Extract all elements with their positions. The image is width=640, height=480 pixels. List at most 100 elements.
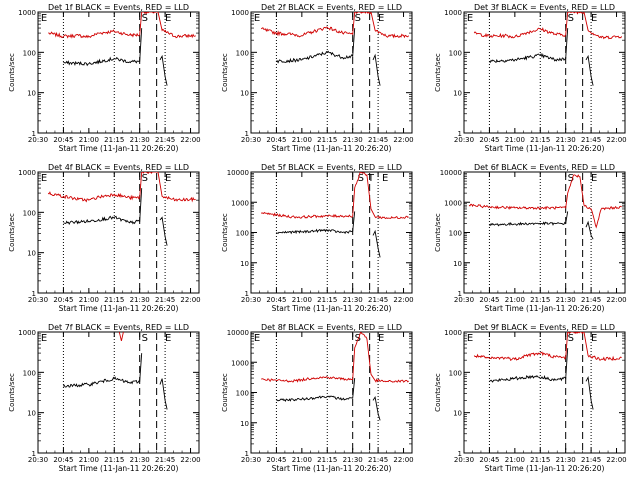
- y-axis-title: Counts/sec: [221, 373, 229, 412]
- lld-series-line: [260, 172, 409, 220]
- x-tick-label: 21:45: [368, 296, 388, 304]
- x-tick-label: 20:30: [28, 456, 48, 464]
- x-tick-label: 21:00: [505, 136, 525, 144]
- x-tick-label: 20:30: [241, 296, 261, 304]
- plot-frame: [250, 171, 413, 294]
- y-axis-title: Counts/sec: [434, 53, 442, 92]
- x-axis-title: Start Time (11-Jan-11 20:26:20): [59, 304, 179, 313]
- time-marker-letter: S: [142, 333, 148, 344]
- time-marker-letter: E: [467, 333, 473, 344]
- time-marker-letter: E: [165, 173, 171, 184]
- x-tick-label: 20:45: [266, 136, 286, 144]
- events-series-line: [63, 353, 168, 410]
- x-tick-label: 22:00: [180, 456, 200, 464]
- lld-series-line: [468, 174, 622, 229]
- x-axis-title: Start Time (11-Jan-11 20:26:20): [485, 464, 605, 473]
- y-tick-label: 10: [27, 410, 36, 418]
- x-tick-label: 21:00: [79, 456, 99, 464]
- x-tick-label: 20:30: [241, 456, 261, 464]
- plot-frame: [37, 11, 200, 134]
- time-marker-letter: E: [467, 13, 473, 24]
- y-axis-title: Counts/sec: [8, 213, 16, 252]
- time-marker-letter: E: [591, 333, 597, 344]
- lld-series-line: [118, 332, 124, 342]
- detector-panel: Det 5f BLACK = Events, RED = LLD 1 10 100 10…: [221, 163, 414, 313]
- time-marker-letter: T: [367, 173, 375, 184]
- detector-panel: Det 4f BLACK = Events, RED = LLD 1 10 100 10…: [8, 163, 201, 313]
- x-tick-label: 21:45: [581, 296, 601, 304]
- x-tick-label: 22:00: [606, 136, 626, 144]
- x-tick-label: 20:30: [454, 136, 474, 144]
- events-series-line: [276, 211, 381, 258]
- x-tick-label: 20:30: [28, 136, 48, 144]
- x-tick-label: 20:45: [266, 456, 286, 464]
- y-tick-label: 100: [23, 49, 36, 57]
- time-marker-letter: E: [165, 13, 171, 24]
- x-tick-label: 22:00: [606, 456, 626, 464]
- y-tick-label: 1: [32, 130, 36, 138]
- y-tick-label: 1000: [231, 9, 249, 17]
- panel-title: Det 2f BLACK = Events, RED = LLD: [261, 3, 402, 12]
- y-tick-label: 10: [453, 410, 462, 418]
- y-axis-title: Counts/sec: [221, 213, 229, 252]
- y-tick-label: 10: [240, 260, 249, 268]
- y-tick-label: 10: [27, 90, 36, 98]
- time-marker-letter: E: [254, 333, 260, 344]
- x-tick-label: 21:30: [130, 456, 150, 464]
- events-series-line: [63, 28, 168, 86]
- x-tick-label: 21:00: [79, 136, 99, 144]
- x-tick-label: 21:00: [79, 296, 99, 304]
- x-tick-label: 20:45: [53, 136, 73, 144]
- x-tick-label: 21:45: [155, 456, 175, 464]
- events-series-line: [276, 28, 381, 86]
- y-tick-label: 10: [240, 420, 249, 428]
- x-tick-label: 21:15: [530, 136, 550, 144]
- y-tick-label: 100: [236, 230, 249, 238]
- y-tick-label: 1: [458, 450, 462, 458]
- x-tick-label: 21:45: [581, 456, 601, 464]
- time-marker-letter: E: [378, 333, 384, 344]
- x-tick-label: 21:00: [292, 136, 312, 144]
- y-tick-label: 1: [245, 290, 249, 298]
- time-marker-letter: S: [355, 13, 361, 24]
- x-tick-label: 21:15: [317, 456, 337, 464]
- x-tick-label: 21:30: [343, 456, 363, 464]
- detector-panel: Det 6f BLACK = Events, RED = LLD 1 10 100 10…: [434, 163, 627, 313]
- plot-frame: [250, 331, 413, 454]
- x-tick-label: 22:00: [180, 136, 200, 144]
- y-axis-title: Counts/sec: [434, 213, 442, 252]
- x-tick-label: 20:45: [479, 136, 499, 144]
- panel-title: Det 3f BLACK = Events, RED = LLD: [474, 3, 615, 12]
- panel-title: Det 1f BLACK = Events, RED = LLD: [48, 3, 189, 12]
- time-marker-letter: E: [591, 13, 597, 24]
- events-series-line: [489, 348, 594, 410]
- x-tick-label: 22:00: [393, 136, 413, 144]
- y-tick-label: 1: [245, 450, 249, 458]
- events-series-line: [63, 188, 168, 246]
- panel-title: Det 8f BLACK = Events, RED = LLD: [261, 323, 402, 332]
- x-tick-label: 20:45: [53, 456, 73, 464]
- detector-panel: Det 2f BLACK = Events, RED = LLD 1 10 100 10…: [221, 3, 414, 153]
- y-tick-label: 1000: [18, 329, 36, 337]
- time-marker-letter: E: [254, 13, 260, 24]
- lld-series-line: [48, 12, 196, 39]
- events-series-line: [276, 378, 381, 421]
- detector-panel: Det 3f BLACK = Events, RED = LLD 1 10 100 10…: [434, 3, 627, 153]
- x-tick-label: 21:30: [556, 456, 576, 464]
- x-axis-title: Start Time (11-Jan-11 20:26:20): [272, 304, 392, 313]
- time-marker-letter: E: [165, 333, 171, 344]
- time-marker-letter: S: [358, 173, 364, 184]
- x-tick-label: 20:30: [28, 296, 48, 304]
- y-tick-label: 100: [449, 230, 462, 238]
- time-marker-letter: S: [142, 173, 148, 184]
- x-tick-label: 21:15: [104, 456, 124, 464]
- y-tick-label: 10000: [227, 329, 249, 337]
- x-tick-label: 21:45: [368, 456, 388, 464]
- panel-title: Det 9f BLACK = Events, RED = LLD: [474, 323, 615, 332]
- y-axis-title: Counts/sec: [434, 373, 442, 412]
- time-marker-letter: E: [41, 333, 47, 344]
- x-tick-label: 20:30: [454, 296, 474, 304]
- lld-series-line: [261, 332, 409, 383]
- x-tick-label: 21:45: [581, 136, 601, 144]
- time-marker-letter: E: [591, 173, 597, 184]
